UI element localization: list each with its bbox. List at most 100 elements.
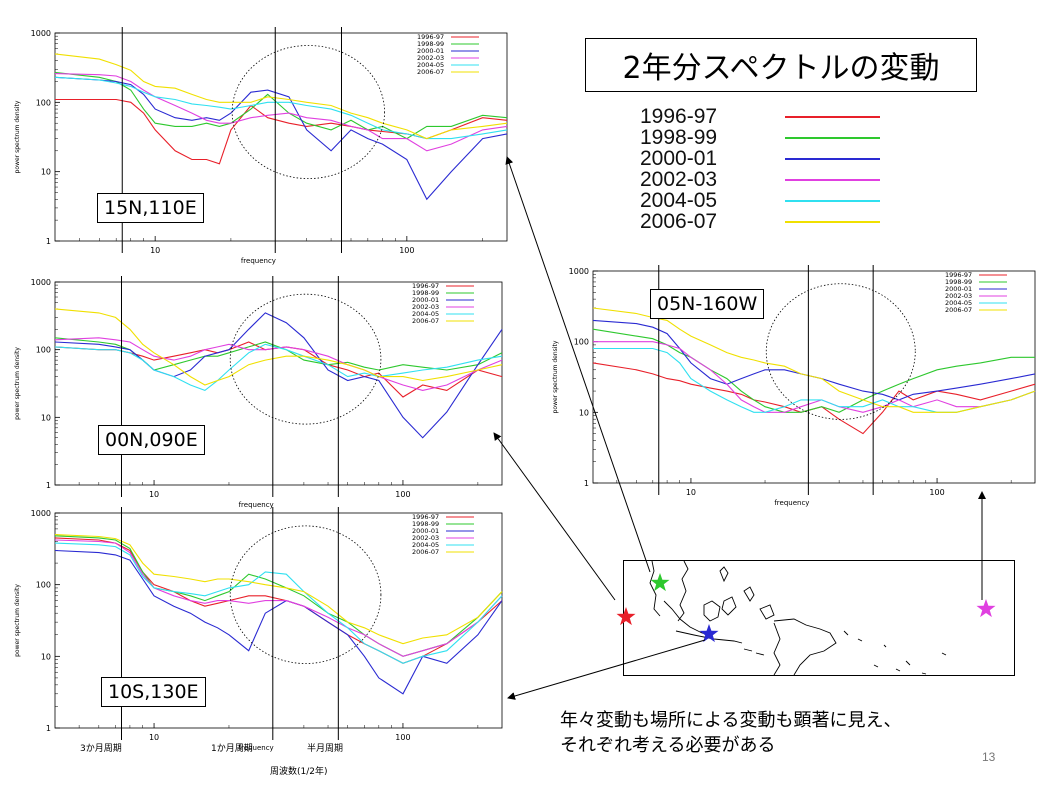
x-tick-label: 100 — [395, 733, 410, 742]
legend-label: 2004-05 — [640, 189, 718, 212]
three-month-period-label: 3か月周期 — [80, 744, 122, 754]
inset-legend-label: 1998-99 — [412, 520, 439, 528]
legend-entry: 2002-03 — [640, 168, 880, 191]
y-tick-label: 1000 — [31, 278, 51, 287]
x-axis-label: frequency — [239, 744, 274, 752]
x-axis-label: frequency — [239, 501, 274, 509]
y-axis-label: power spectrum density — [14, 100, 21, 173]
legend-label: 1996-97 — [640, 105, 718, 128]
inset-legend-label: 2002-03 — [945, 292, 972, 300]
x-tick-label: 10 — [150, 246, 160, 255]
inset-legend-label: 2000-01 — [945, 285, 972, 293]
arrow-to-10s130e — [507, 639, 706, 700]
inset-legend-label: 2002-03 — [412, 303, 439, 311]
series-line-2004-05 — [54, 343, 503, 392]
series-line-2000-01 — [54, 549, 503, 695]
legend-swatch — [785, 179, 880, 181]
x-tick-label: 10 — [686, 488, 696, 497]
chart-svg: 1 10 100 1000 10 100 frequency power spectrum d… — [552, 265, 1036, 507]
series-line-1996-97 — [54, 341, 503, 398]
note-line-2: それぞれ考える必要がある — [560, 735, 776, 756]
inset-legend-label: 1996-97 — [945, 271, 972, 279]
inset-legend-label: 2006-07 — [412, 548, 439, 556]
site-label-00n090e: 00N,090E — [98, 425, 205, 455]
series-line-2000-01 — [592, 319, 1036, 401]
frequency-unit-label: 周波数(1/2年) — [270, 767, 328, 777]
y-tick-label: 1000 — [31, 509, 51, 518]
chart-panel-15n110e: 1 10 100 1000 10 100 frequency power spectrum d… — [0, 25, 510, 265]
page-number: 13 — [982, 750, 996, 764]
legend-swatch — [785, 158, 880, 160]
note-line-1: 年々変動も場所による変動も顕著に見え、 — [560, 710, 902, 731]
site-label-10s130e: 10S,130E — [101, 677, 206, 707]
series-line-2000-01 — [54, 76, 508, 201]
series-line-1998-99 — [592, 328, 1035, 413]
inset-legend-label: 2000-01 — [412, 527, 439, 535]
y-tick-label: 10 — [41, 413, 51, 422]
x-tick-label: 100 — [929, 488, 944, 497]
y-tick-label: 100 — [36, 98, 51, 107]
one-month-period-label: 1か月周期 — [211, 744, 253, 754]
series-line-1998-99 — [54, 71, 508, 140]
plot-frame — [54, 32, 508, 242]
chart-svg: 1 10 100 1000 10 100 frequency power spectrum d… — [14, 507, 503, 752]
series-line-2006-07 — [54, 308, 503, 386]
y-axis-label: power spectrum density — [552, 340, 559, 413]
inset-legend-label: 2004-05 — [417, 61, 444, 69]
chart-panel-10s130e: 1 10 100 1000 10 100 frequency power spectrum d… — [0, 505, 510, 752]
inset-legend-label: 2002-03 — [412, 534, 439, 542]
series-line-2006-07 — [54, 53, 508, 140]
highlight-ellipse — [229, 293, 382, 425]
y-tick-label: 1 — [46, 237, 51, 246]
arrow-to-15n110e — [505, 156, 651, 573]
y-tick-label: 100 — [574, 338, 589, 347]
chart-svg: 1 10 100 1000 10 100 frequency power spectrum d… — [14, 27, 508, 265]
inset-legend-label: 2006-07 — [945, 306, 972, 314]
series-line-2004-05 — [54, 76, 508, 140]
series-line-2002-03 — [54, 337, 503, 391]
plot-frame — [54, 512, 503, 729]
legend-swatch — [785, 137, 880, 139]
series-line-2002-03 — [593, 341, 1036, 413]
series-line-2006-07 — [592, 307, 1036, 413]
inset-legend-label: 1996-97 — [412, 282, 439, 290]
highlight-ellipse — [765, 283, 916, 420]
series-line-2006-07 — [54, 534, 503, 645]
chart-panel-00n090e: 1 10 100 1000 10 100 frequency power spectrum d… — [0, 272, 510, 509]
inset-legend-label: 2000-01 — [417, 47, 444, 55]
y-tick-label: 1 — [46, 724, 51, 733]
inset-legend-label: 2000-01 — [412, 296, 439, 304]
x-tick-label: 100 — [399, 246, 414, 255]
inset-legend-label: 1998-99 — [412, 289, 439, 297]
series-line-2002-03 — [54, 539, 503, 657]
y-tick-label: 10 — [41, 652, 51, 661]
legend-swatch — [785, 116, 880, 118]
y-axis-label: power spectrum density — [14, 347, 21, 420]
x-tick-label: 100 — [395, 490, 410, 499]
half-month-period-label: 半月周期 — [307, 744, 344, 754]
y-tick-label: 1000 — [31, 29, 51, 38]
x-tick-label: 10 — [149, 490, 159, 499]
x-tick-label: 10 — [149, 733, 159, 742]
plot-frame — [592, 270, 1036, 484]
y-tick-label: 100 — [36, 346, 51, 355]
inset-legend-label: 2004-05 — [412, 541, 439, 549]
legend-entry: 1998-99 — [640, 126, 880, 149]
inset-legend-label: 1998-99 — [945, 278, 972, 286]
legend-entry: 2004-05 — [640, 189, 880, 212]
legend-label: 2000-01 — [640, 147, 718, 170]
y-axis-label: power spectrum density — [14, 584, 21, 657]
series-line-2004-05 — [54, 542, 503, 664]
inset-legend-label: 2006-07 — [417, 68, 444, 76]
inset-legend-label: 2004-05 — [945, 299, 972, 307]
chart-svg: 1 10 100 1000 10 100 frequency power spectrum d… — [14, 276, 503, 509]
conclusion-note: 年々変動も場所による変動も顕著に見え、 それぞれ考える必要がある — [560, 708, 901, 758]
plot-frame — [54, 281, 503, 486]
inset-legend-label: 2006-07 — [412, 317, 439, 325]
series-line-2002-03 — [54, 73, 508, 152]
inset-legend-label: 2002-03 — [417, 54, 444, 62]
legend-entry: 2006-07 — [640, 210, 880, 233]
y-tick-label: 1 — [46, 481, 51, 490]
inset-legend-label: 2004-05 — [412, 310, 439, 318]
